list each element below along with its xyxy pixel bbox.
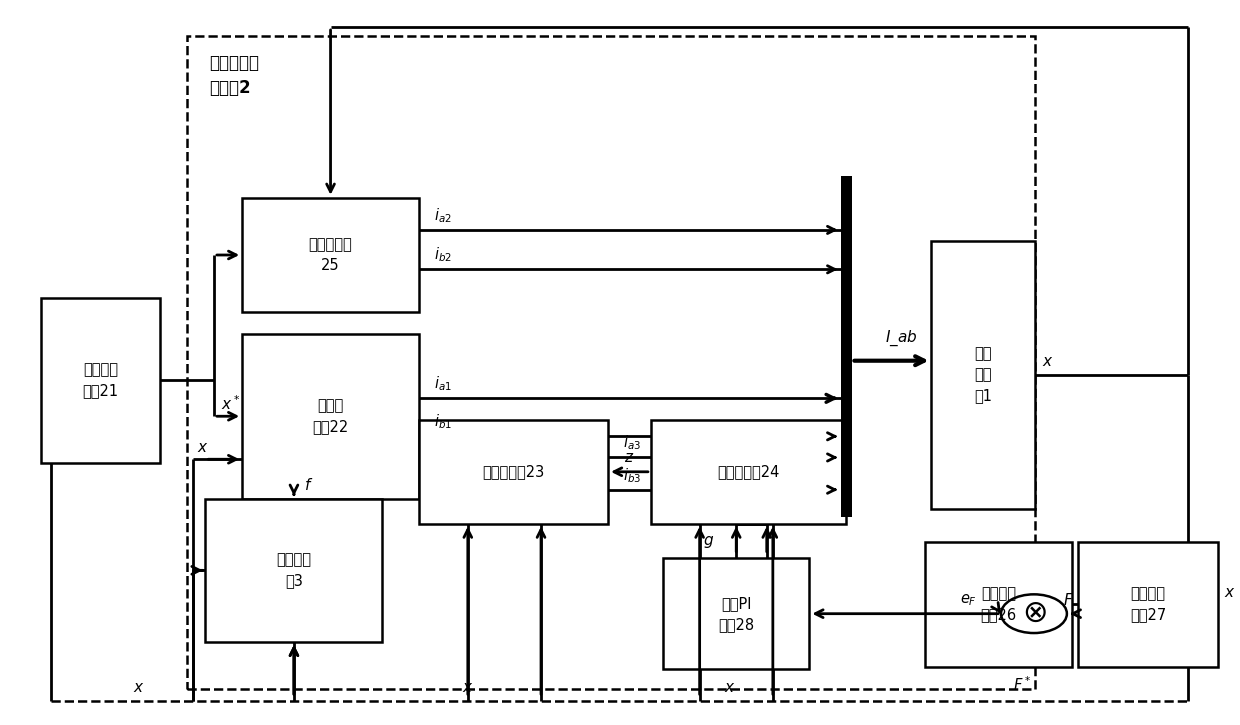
Text: $x^*$: $x^*$ <box>222 394 241 413</box>
FancyBboxPatch shape <box>419 420 608 523</box>
Text: $x$: $x$ <box>724 680 735 695</box>
Text: $g$: $g$ <box>703 534 714 550</box>
FancyBboxPatch shape <box>1078 542 1218 667</box>
Text: $i_{b1}$: $i_{b1}$ <box>434 413 451 431</box>
Text: 转矩检测
模块27: 转矩检测 模块27 <box>1130 587 1166 622</box>
Text: $z$: $z$ <box>624 450 635 465</box>
FancyBboxPatch shape <box>651 420 846 523</box>
Text: 前馈控制器
25: 前馈控制器 25 <box>309 237 352 273</box>
Text: $i_{b3}$: $i_{b3}$ <box>622 466 641 485</box>
FancyBboxPatch shape <box>206 499 382 642</box>
Text: 磁轴
承系
统1: 磁轴 承系 统1 <box>975 347 992 404</box>
Text: 最优控
制器22: 最优控 制器22 <box>312 398 348 434</box>
Text: $F^*$: $F^*$ <box>1013 676 1032 695</box>
FancyBboxPatch shape <box>242 198 419 312</box>
Text: $i_{a2}$: $i_{a2}$ <box>434 206 451 225</box>
Text: 扰动观测
器3: 扰动观测 器3 <box>277 552 311 588</box>
FancyBboxPatch shape <box>925 542 1071 667</box>
FancyBboxPatch shape <box>242 334 419 499</box>
Text: 转矩给定
模块26: 转矩给定 模块26 <box>981 587 1017 622</box>
Text: $I\_ab$: $I\_ab$ <box>885 328 918 348</box>
Text: $x$: $x$ <box>197 440 208 455</box>
Text: $\otimes$: $\otimes$ <box>1022 599 1047 628</box>
Text: $x$: $x$ <box>463 680 474 695</box>
Text: $x$: $x$ <box>133 680 144 695</box>
FancyBboxPatch shape <box>41 298 160 463</box>
Text: $x$: $x$ <box>1043 355 1054 369</box>
Text: 位移给定
模块21: 位移给定 模块21 <box>83 362 119 399</box>
Text: 线性控制器23: 线性控制器23 <box>482 464 544 479</box>
Text: $i_{b2}$: $i_{b2}$ <box>434 246 451 265</box>
FancyBboxPatch shape <box>663 558 810 669</box>
Text: 能量控制器24: 能量控制器24 <box>717 464 780 479</box>
Text: $x$: $x$ <box>1224 585 1236 600</box>
Text: $e_F$: $e_F$ <box>960 592 977 608</box>
Text: $i_{a1}$: $i_{a1}$ <box>434 375 451 394</box>
Text: 改进抗扰动
控制器2: 改进抗扰动 控制器2 <box>210 54 259 97</box>
FancyBboxPatch shape <box>841 176 852 517</box>
FancyBboxPatch shape <box>931 241 1035 510</box>
Text: $i_{a3}$: $i_{a3}$ <box>622 434 641 452</box>
Text: 转矩PI
模块28: 转矩PI 模块28 <box>718 596 754 631</box>
Text: $F$: $F$ <box>1063 592 1074 608</box>
Text: $f$: $f$ <box>304 477 312 493</box>
